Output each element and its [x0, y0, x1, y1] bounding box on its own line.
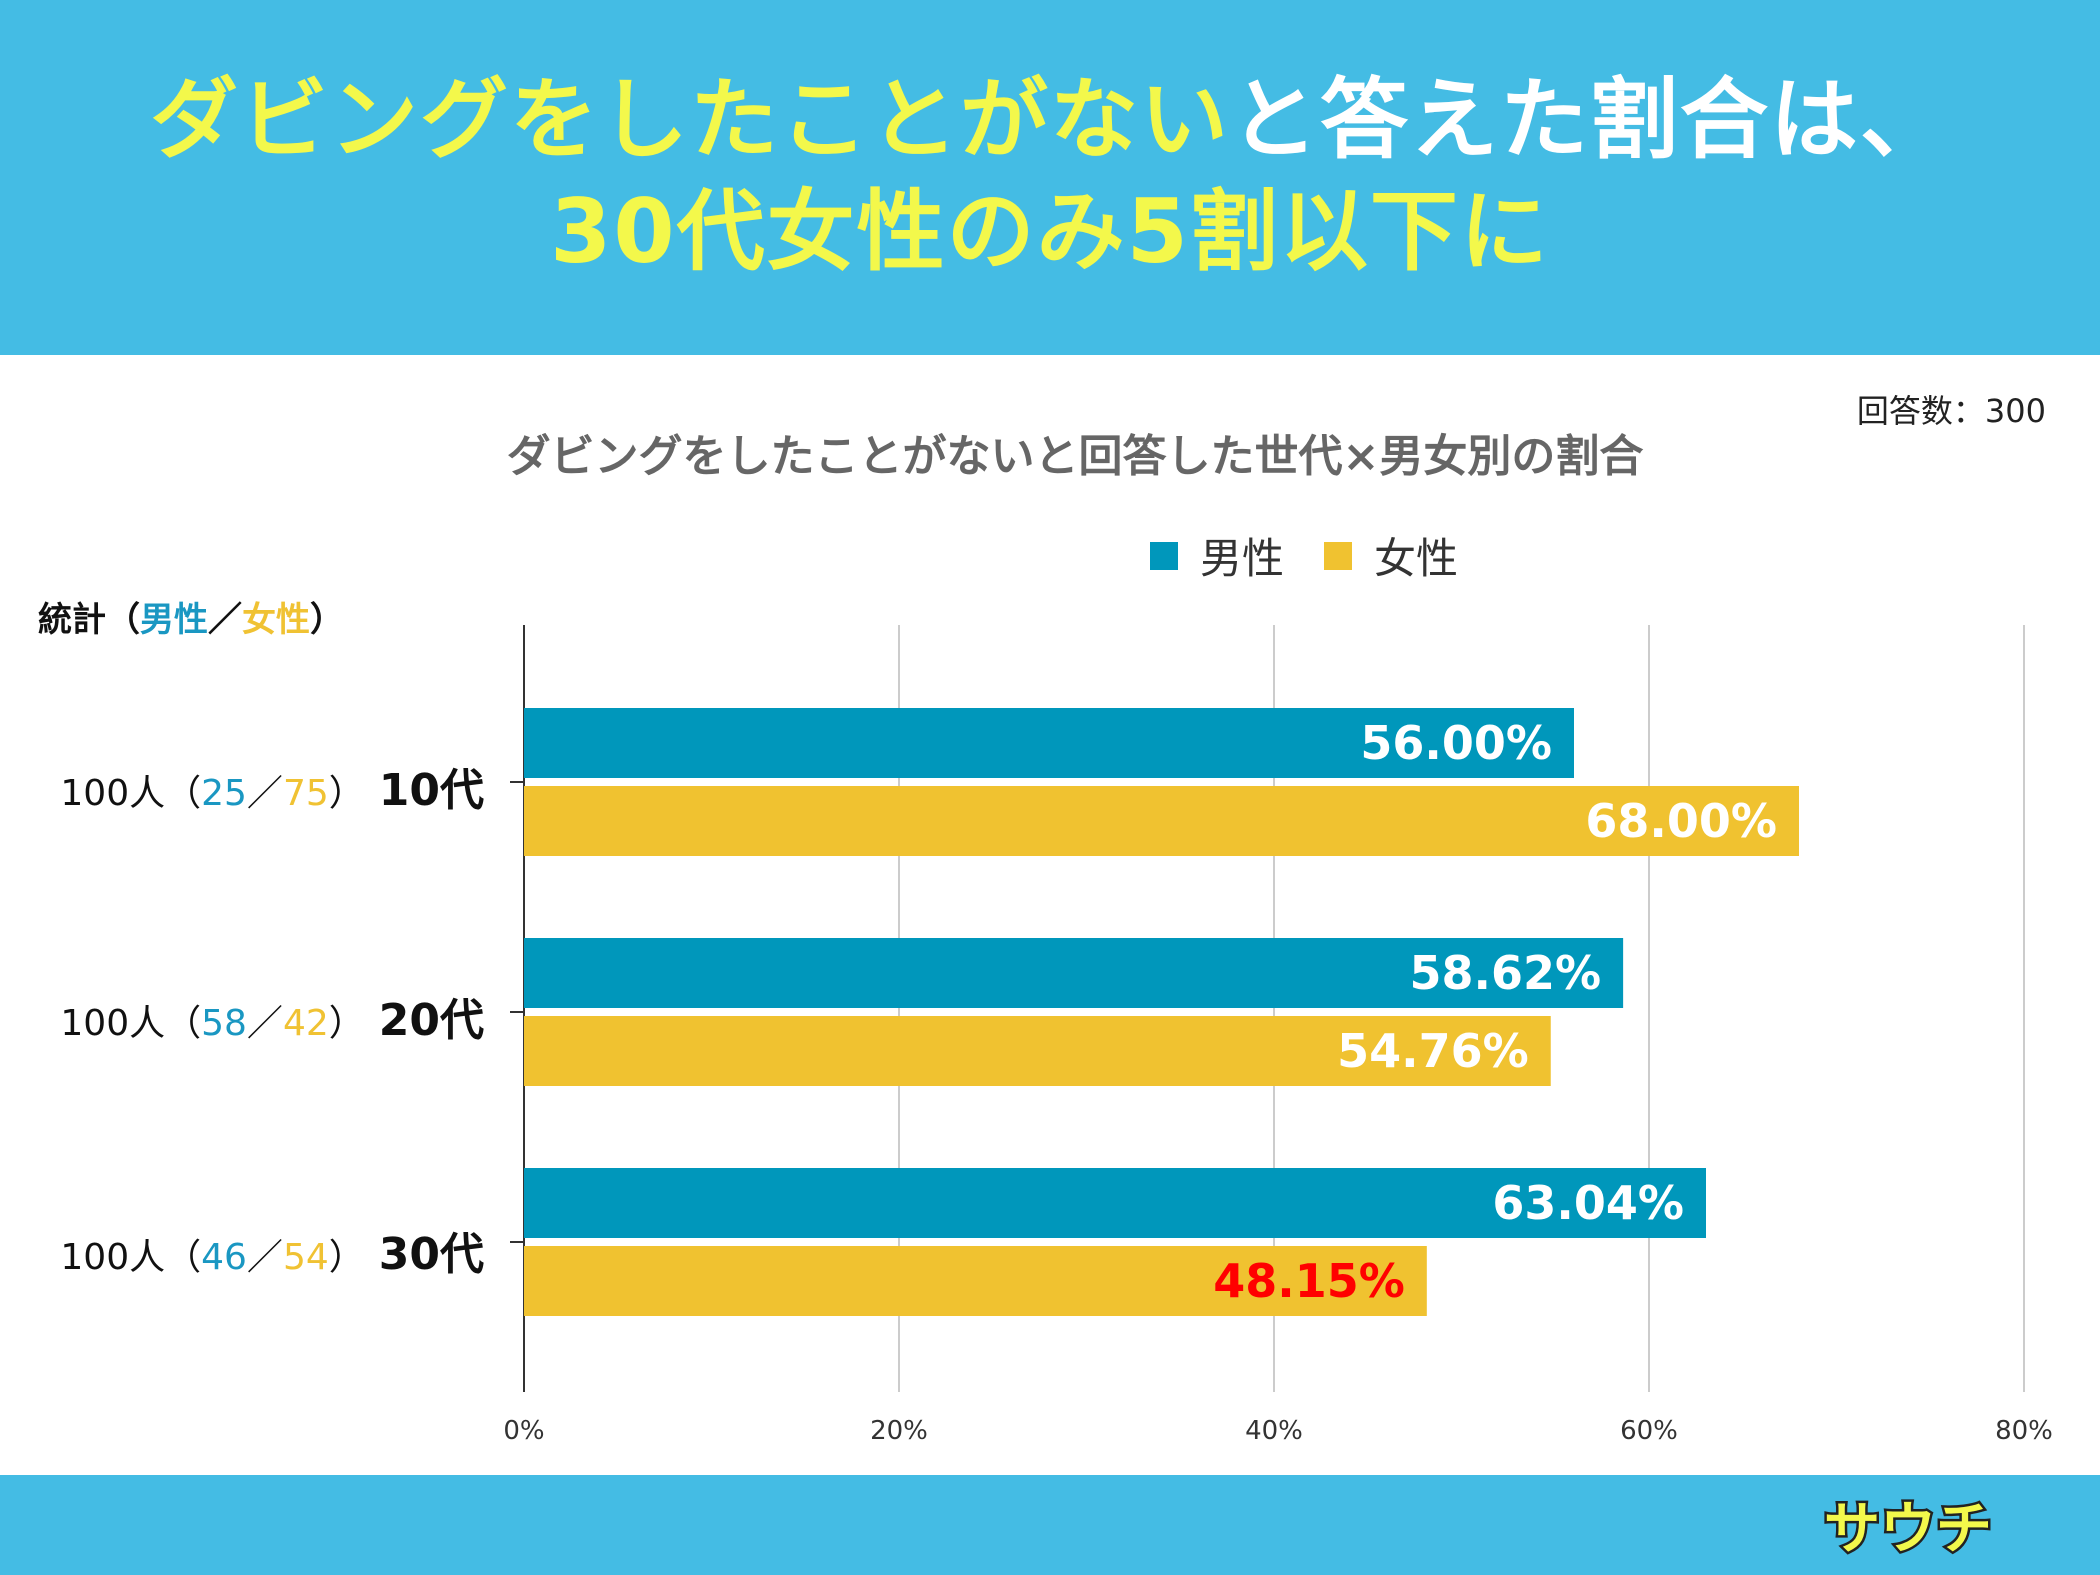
- x-tick-label: 40%: [1245, 1416, 1303, 1446]
- data-label: 68.00%: [1585, 794, 1777, 848]
- bar-chart: 0% 20% 40% 60% 80% 56.00% 68.00% 58.62% 54.76% 63…: [503, 625, 2053, 1446]
- data-label: 54.76%: [1337, 1024, 1529, 1078]
- row-close: ）: [328, 1237, 365, 1278]
- headline-rest: と答えた割合は、: [1230, 68, 1951, 171]
- brand-logo: サウチ: [1822, 1495, 1995, 1565]
- row-sep: ／: [246, 773, 283, 814]
- legend-label-female: 女性: [1374, 534, 1459, 583]
- headline-highlight: ダビングをしたことがない: [149, 68, 1230, 171]
- row-sep: ／: [246, 1237, 283, 1278]
- row-female-count: 75: [282, 773, 329, 814]
- row-label-30s: 100人（46／54） 30代: [60, 1218, 484, 1282]
- x-tick-label: 80%: [1995, 1416, 2053, 1446]
- footer-banner: [0, 1475, 2100, 1575]
- row-total: 100人（: [60, 1237, 202, 1278]
- data-label: 58.62%: [1410, 946, 1602, 1000]
- bar-male: [524, 938, 1624, 1008]
- row-male-count: 25: [201, 773, 247, 814]
- headline-line2: 30代女性のみ5割以下に: [550, 180, 1550, 283]
- stats-header: 統計（男性／女性）: [38, 592, 344, 641]
- row-label-10s: 100人（25／75） 10代: [60, 754, 484, 818]
- bar-female: [524, 786, 1799, 856]
- row-group: 10代: [378, 765, 484, 816]
- row-close: ）: [328, 773, 365, 814]
- row-female-count: 42: [282, 1003, 329, 1044]
- chart-title: ダビングをしたことがないと回答した世代×男女別の割合: [506, 431, 1644, 482]
- row-close: ）: [328, 1003, 365, 1044]
- chart-legend: 男性 女性: [1150, 525, 1498, 586]
- row-male-count: 46: [201, 1237, 247, 1278]
- stats-suffix: ）: [310, 600, 344, 640]
- row-male-count: 58: [201, 1003, 247, 1044]
- headline-line1: ダビングをしたことがないと答えた割合は、: [0, 70, 2100, 170]
- row-group: 30代: [378, 1229, 484, 1280]
- bar-male: [524, 708, 1574, 778]
- legend-swatch-female: [1324, 541, 1353, 570]
- logo-text: サウチ: [1824, 1497, 1992, 1562]
- bar-male: [524, 1168, 1706, 1238]
- row-group: 20代: [378, 995, 484, 1046]
- data-label: 48.15%: [1213, 1254, 1405, 1308]
- stats-male: 男性: [140, 600, 208, 640]
- respondent-count: 回答数：300: [1856, 392, 2046, 430]
- x-tick-label: 0%: [503, 1416, 544, 1446]
- row-sep: ／: [246, 1003, 283, 1044]
- data-label: 56.00%: [1360, 716, 1552, 770]
- stats-prefix: 統計（: [38, 600, 140, 640]
- header-banner: ダビングをしたことがないと答えた割合は、 30代女性のみ5割以下に: [0, 0, 2100, 355]
- bar-female: [524, 1246, 1427, 1316]
- bar-female: [524, 1016, 1551, 1086]
- data-label: 63.04%: [1492, 1176, 1684, 1230]
- x-tick-label: 20%: [870, 1416, 928, 1446]
- stats-sep: ／: [208, 600, 242, 640]
- row-total: 100人（: [60, 1003, 202, 1044]
- legend-swatch-male: [1150, 541, 1178, 570]
- stats-female: 女性: [242, 600, 310, 640]
- row-total: 100人（: [60, 773, 202, 814]
- x-tick-label: 60%: [1620, 1416, 1678, 1446]
- row-female-count: 54: [282, 1237, 329, 1278]
- legend-label-male: 男性: [1200, 534, 1285, 583]
- row-label-20s: 100人（58／42） 20代: [60, 984, 484, 1048]
